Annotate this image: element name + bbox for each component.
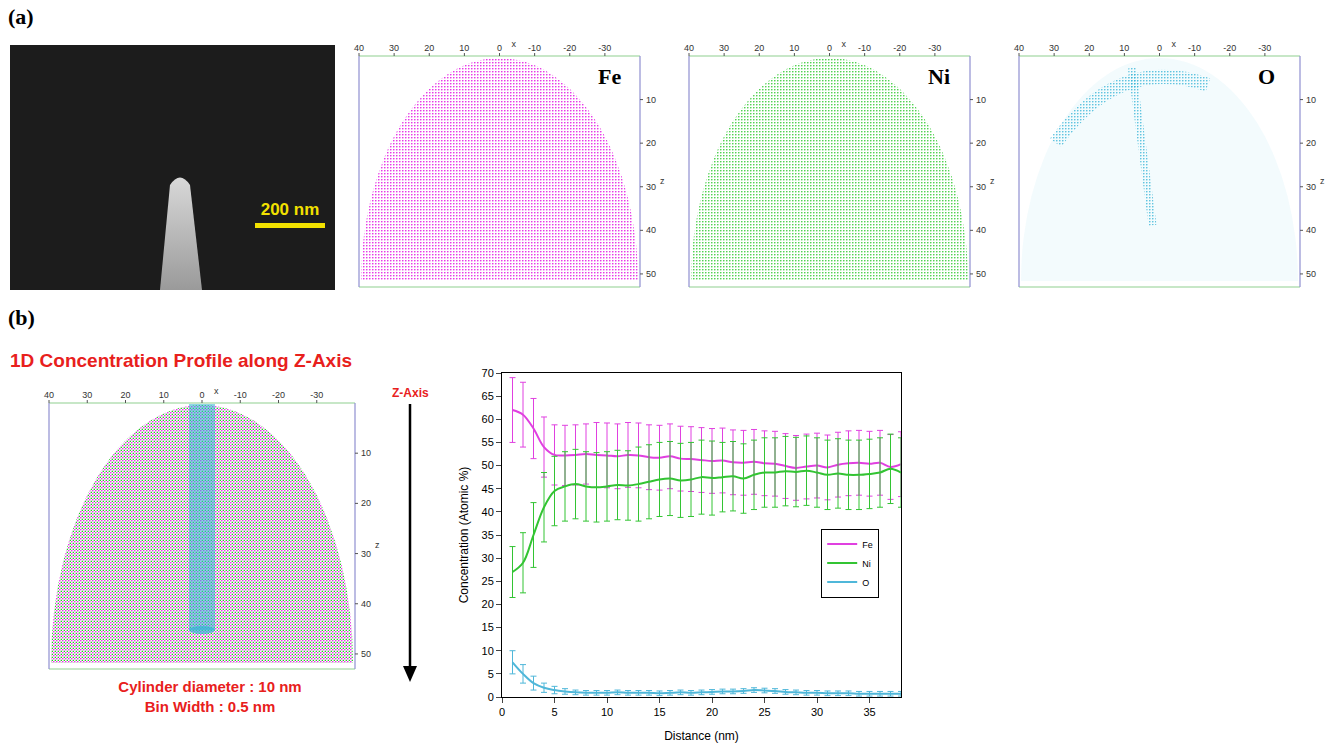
svg-text:10: 10 [646, 95, 656, 105]
svg-text:0: 0 [827, 43, 832, 53]
svg-text:20: 20 [120, 390, 130, 400]
svg-text:65: 65 [482, 390, 494, 402]
svg-text:50: 50 [482, 459, 494, 471]
svg-text:10: 10 [1306, 95, 1316, 105]
svg-text:5: 5 [488, 668, 494, 680]
svg-text:0: 0 [499, 706, 505, 718]
svg-text:x: x [842, 39, 847, 49]
svg-text:30: 30 [1049, 43, 1059, 53]
svg-text:-20: -20 [1223, 43, 1236, 53]
svg-text:20: 20 [361, 498, 371, 508]
svg-text:20: 20 [482, 598, 494, 610]
svg-text:-30: -30 [598, 43, 611, 53]
svg-text:50: 50 [976, 269, 986, 279]
svg-text:20: 20 [1306, 138, 1316, 148]
svg-text:20: 20 [1084, 43, 1094, 53]
svg-text:-30: -30 [928, 43, 941, 53]
svg-text:z: z [660, 176, 665, 186]
svg-text:45: 45 [482, 483, 494, 495]
svg-text:70: 70 [482, 367, 494, 379]
svg-text:55: 55 [482, 436, 494, 448]
svg-text:20: 20 [976, 138, 986, 148]
svg-text:0: 0 [199, 390, 204, 400]
svg-text:50: 50 [646, 269, 656, 279]
svg-text:30: 30 [482, 552, 494, 564]
html-text:Ni: Ni [928, 64, 950, 89]
svg-text:-10: -10 [528, 43, 541, 53]
svg-text:-30: -30 [310, 390, 323, 400]
svg-text:40: 40 [1306, 225, 1316, 235]
svg-text:15: 15 [482, 621, 494, 633]
svg-text:20: 20 [754, 43, 764, 53]
svg-text:z: z [1320, 176, 1325, 186]
svg-text:x: x [1172, 39, 1177, 49]
svg-text:x: x [214, 386, 219, 396]
svg-text:10: 10 [789, 43, 799, 53]
html-text:Bin Width : 0.5 nm: Bin Width : 0.5 nm [144, 698, 276, 715]
html-text:Cylinder diameter : 10 nm: Cylinder diameter : 10 nm [118, 678, 302, 695]
svg-text:x: x [512, 39, 517, 49]
svg-text:-20: -20 [272, 390, 285, 400]
svg-text:z: z [375, 540, 380, 550]
svg-text:10: 10 [976, 95, 986, 105]
svg-text:z: z [990, 176, 995, 186]
html-text:(b): (b) [8, 305, 35, 330]
svg-text:40: 40 [646, 225, 656, 235]
html-text:O: O [1258, 64, 1276, 89]
svg-text:0: 0 [488, 691, 494, 703]
svg-text:-10: -10 [1188, 43, 1201, 53]
svg-text:35: 35 [863, 706, 875, 718]
svg-text:Distance (nm): Distance (nm) [664, 729, 739, 743]
svg-text:10: 10 [482, 645, 494, 657]
svg-text:0: 0 [497, 43, 502, 53]
svg-text:40: 40 [361, 599, 371, 609]
svg-text:200 nm: 200 nm [261, 200, 320, 219]
svg-text:10: 10 [361, 448, 371, 458]
svg-text:-30: -30 [1258, 43, 1271, 53]
svg-text:Fe: Fe [862, 540, 873, 550]
svg-text:10: 10 [159, 390, 169, 400]
svg-text:40: 40 [482, 506, 494, 518]
html-text:(a): (a) [8, 4, 34, 29]
svg-text:-20: -20 [563, 43, 576, 53]
svg-text:60: 60 [482, 413, 494, 425]
svg-text:40: 40 [976, 225, 986, 235]
svg-text:20: 20 [706, 706, 718, 718]
svg-text:40: 40 [354, 43, 364, 53]
svg-text:-10: -10 [234, 390, 247, 400]
svg-text:Ni: Ni [862, 559, 871, 569]
svg-text:-10: -10 [858, 43, 871, 53]
svg-text:40: 40 [1014, 43, 1024, 53]
svg-text:35: 35 [482, 529, 494, 541]
svg-text:10: 10 [459, 43, 469, 53]
html-text:Z-Axis: Z-Axis [392, 386, 429, 400]
svg-text:30: 30 [976, 182, 986, 192]
svg-text:50: 50 [361, 649, 371, 659]
svg-text:20: 20 [646, 138, 656, 148]
svg-text:O: O [862, 578, 869, 588]
svg-text:10: 10 [601, 706, 613, 718]
svg-text:25: 25 [758, 706, 770, 718]
html-text:1D Concentration Profile along: 1D Concentration Profile along Z-Axis [10, 350, 352, 371]
svg-text:15: 15 [653, 706, 665, 718]
svg-text:5: 5 [551, 706, 557, 718]
svg-text:40: 40 [684, 43, 694, 53]
svg-text:30: 30 [646, 182, 656, 192]
svg-text:40: 40 [44, 390, 54, 400]
svg-text:30: 30 [1306, 182, 1316, 192]
svg-text:30: 30 [82, 390, 92, 400]
svg-text:25: 25 [482, 575, 494, 587]
svg-text:10: 10 [1119, 43, 1129, 53]
svg-text:50: 50 [1306, 269, 1316, 279]
svg-text:30: 30 [719, 43, 729, 53]
svg-text:20: 20 [424, 43, 434, 53]
svg-text:Concentration (Atomic %): Concentration (Atomic %) [457, 467, 471, 604]
svg-text:30: 30 [811, 706, 823, 718]
html-text:Fe: Fe [598, 64, 622, 89]
svg-text:30: 30 [389, 43, 399, 53]
svg-text:30: 30 [361, 549, 371, 559]
svg-text:0: 0 [1157, 43, 1162, 53]
svg-text:-20: -20 [893, 43, 906, 53]
